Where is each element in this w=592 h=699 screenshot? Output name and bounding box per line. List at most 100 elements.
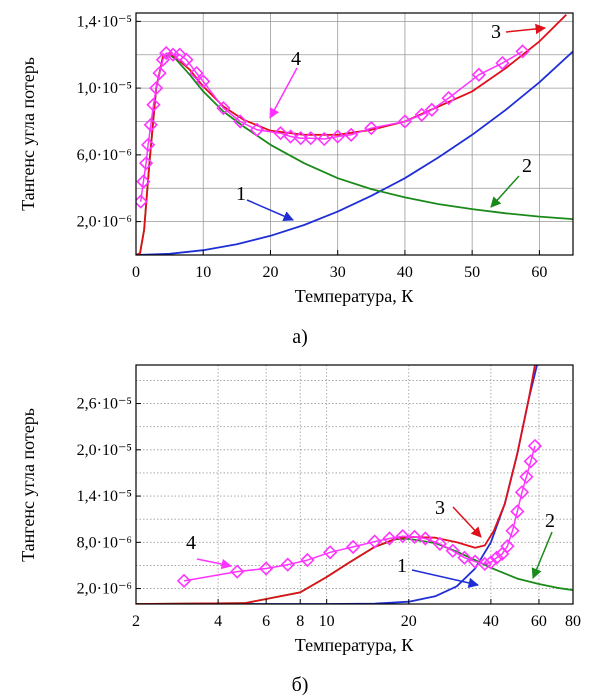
chart-b-series-4-point — [407, 529, 422, 545]
chart-b-series-4-point — [514, 485, 530, 500]
chart-a-series-4-point — [283, 129, 298, 144]
chart-a-series-3-line — [136, 14, 567, 255]
chart-b-label-2: 2 — [545, 510, 555, 532]
chart-a-series-4-point — [146, 97, 161, 112]
chart-a-arrow-2 — [490, 175, 520, 208]
chart-a-ytick-label: 1,4·10⁻⁵ — [77, 13, 132, 30]
chart-a-series-4-point — [138, 156, 154, 171]
chart-a-series-4-point — [179, 52, 194, 67]
chart-b-label-3: 3 — [435, 497, 445, 519]
chart-b-series-4-point — [510, 504, 525, 519]
chart-a-arrow-4 — [269, 67, 298, 119]
chart-a-series-4-point — [249, 122, 265, 137]
chart-a-ylabel: Тангенс угла потерь — [18, 57, 38, 211]
chart-a-series-4-point — [136, 194, 148, 209]
chart-a-series-4-point — [344, 127, 359, 142]
chart-b-series-4-point — [418, 531, 433, 546]
chart-a-series-4-point — [233, 114, 248, 129]
chart-b-series-4-point — [505, 523, 520, 538]
chart-a-series-4-point — [216, 100, 231, 116]
chart-b-ytick-label: 2,0·10⁻⁵ — [77, 442, 132, 459]
chart-b-series-4-point — [519, 469, 534, 484]
chart-b-series-4-point — [176, 573, 192, 589]
chart-a-series-4-point — [152, 65, 167, 81]
chart-b-xtick-label: 8 — [296, 613, 304, 630]
chart-a-series-4-point — [143, 117, 158, 132]
chart-b-frame — [135, 364, 574, 605]
chart-a-caption: а) — [292, 326, 308, 348]
chart-a-label-4: 4 — [291, 48, 301, 70]
chart-a-series-4-point — [293, 131, 308, 146]
chart-b-arrow-3 — [452, 506, 482, 538]
chart-a-series-4-point — [515, 44, 530, 59]
chart-a-series-4-point — [441, 90, 456, 106]
chart-a-curves — [136, 14, 573, 255]
chart-b-series-4-point — [489, 550, 504, 565]
chart-a-series-4-point — [424, 102, 439, 117]
chart-a-series-4-point — [136, 174, 151, 189]
chart-a-xtick-label: 20 — [262, 264, 278, 281]
chart-a-ytick-label: 6,0·10⁻⁶ — [77, 147, 132, 164]
chart-b-caption: б) — [292, 674, 309, 696]
chart-b-series-1-line — [136, 365, 538, 604]
chart-b-ticks: 2 4 6 8 10 20 40 60 80 2,0·10⁻⁶ 8,0·10⁻⁶ 1,4·10⁻⁵ 2,… — [77, 396, 581, 630]
chart-a-series-4-point — [397, 114, 413, 129]
chart-b-series-4-point — [527, 438, 543, 454]
chart-a-frame — [135, 12, 574, 256]
chart-a-ticks: 0 10 20 30 40 50 60 2,0·10⁻⁶ 6,0·10⁻⁶ 1,0·10⁻⁵ 1,4… — [77, 13, 548, 281]
chart-b-series-2-line — [136, 538, 573, 604]
chart-b-arrow-4 — [196, 558, 233, 570]
chart-b-series-4-point — [259, 561, 274, 576]
chart-a: 0 10 20 30 40 50 60 2,0·10⁻⁶ 6,0·10⁻⁶ 1,0·10⁻⁵ 1,4… — [18, 12, 574, 348]
chart-b-series-4-point — [345, 539, 361, 555]
chart-a-series-4-point — [273, 126, 288, 141]
chart-b-series-4-point — [280, 557, 295, 572]
chart-a-label-1: 1 — [236, 183, 246, 205]
chart-b-curves — [136, 365, 573, 604]
chart-a-xtick-label: 0 — [132, 264, 140, 281]
chart-a-series-4-point — [317, 131, 332, 147]
chart-b-series-4-point — [445, 543, 460, 558]
chart-b-xtick-label: 40 — [483, 613, 499, 630]
chart-b-xtick-label: 2 — [132, 613, 140, 630]
chart-b: 2 4 6 8 10 20 40 60 80 2,0·10⁻⁶ 8,0·10⁻⁶ 1,4·10⁻⁵ 2,… — [18, 364, 581, 696]
chart-b-series-4-point — [483, 555, 499, 570]
chart-b-xtick-label: 20 — [401, 613, 417, 630]
chart-a-series-4-point — [495, 55, 510, 71]
chart-b-ytick-label: 8,0·10⁻⁶ — [77, 534, 132, 551]
chart-b-series-4-point — [523, 454, 538, 469]
chart-b-series-4-line — [183, 445, 536, 582]
chart-b-series-4-point — [300, 552, 315, 568]
chart-a-xtick-label: 30 — [330, 264, 346, 281]
chart-b-series-4-point — [230, 564, 245, 579]
chart-a-series-1-line — [136, 50, 573, 255]
chart-b-xtick-label: 10 — [319, 613, 335, 630]
chart-a-series-4-point — [414, 107, 429, 122]
chart-a-series-4-point — [165, 47, 181, 62]
chart-b-xtick-label: 80 — [565, 613, 581, 630]
chart-a-series-4-point — [189, 65, 204, 81]
chart-a-label-2: 2 — [522, 155, 532, 177]
chart-b-ytick-label: 2,0·10⁻⁶ — [77, 581, 132, 598]
chart-b-label-1: 1 — [397, 555, 407, 577]
chart-a-series-4-point — [140, 137, 156, 152]
chart-b-series-4-point — [467, 554, 483, 569]
chart-b-arrow-2 — [531, 531, 553, 579]
chart-b-xlabel: Температура, К — [295, 635, 414, 655]
chart-b-series-4-point — [395, 529, 410, 544]
chart-a-series-4-point — [364, 121, 379, 136]
chart-b-label-4: 4 — [186, 532, 196, 554]
chart-a-xtick-label: 60 — [531, 264, 547, 281]
chart-b-ytick-label: 2,6·10⁻⁵ — [77, 396, 132, 413]
chart-b-grid — [136, 365, 573, 604]
chart-b-xtick-label: 4 — [214, 613, 222, 630]
chart-b-ytick-label: 1,4·10⁻⁵ — [77, 488, 132, 505]
chart-a-xtick-label: 50 — [464, 264, 480, 281]
chart-a-xlabel: Температура, К — [295, 286, 414, 306]
chart-b-series-4-point — [382, 531, 397, 546]
chart-a-xtick-label: 40 — [397, 264, 413, 281]
chart-a-arrow-1 — [246, 199, 294, 222]
chart-b-series-4-point — [457, 550, 472, 565]
chart-a-arrow-3 — [505, 23, 547, 35]
chart-a-xtick-label: 10 — [195, 264, 211, 281]
